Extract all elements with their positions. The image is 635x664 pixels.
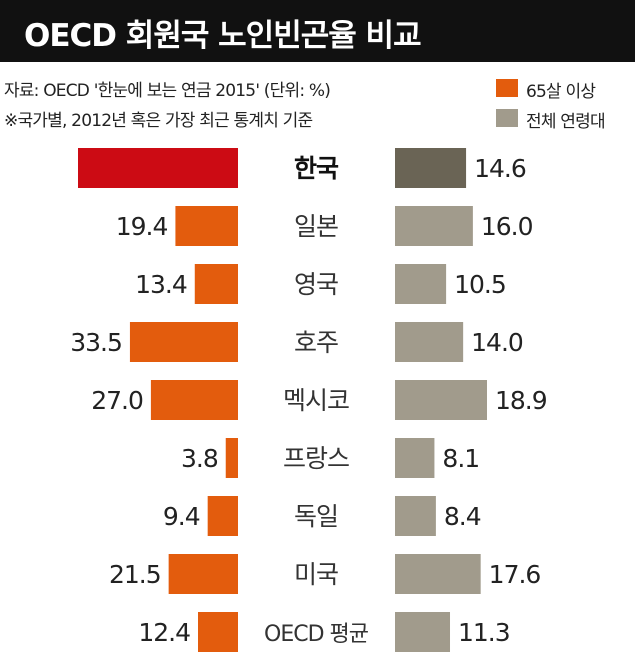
bar-elderly (175, 206, 238, 246)
bar-all-ages (395, 148, 467, 188)
value-label-elderly: 13.4 (135, 270, 187, 299)
value-label-elderly: 9.4 (163, 502, 200, 531)
legend-swatch-elderly (496, 79, 518, 97)
value-label-elderly: 27.0 (91, 386, 143, 415)
value-label-all-ages: 8.4 (444, 502, 481, 531)
category-label: 일본 (294, 212, 338, 241)
legend-swatch-all-ages (496, 109, 518, 127)
value-label-all-ages: 11.3 (458, 618, 510, 647)
bar-elderly (225, 438, 238, 478)
value-label-all-ages: 14.0 (471, 328, 523, 357)
bar-elderly (129, 322, 238, 362)
value-label-elderly: 19.4 (116, 212, 168, 241)
category-label: 영국 (294, 270, 338, 299)
value-label-elderly: 33.5 (70, 328, 122, 357)
bar-all-ages (395, 322, 464, 362)
legend-label-elderly: 65살 이상 (526, 82, 596, 102)
legend-label-all-ages: 전체 연령대 (526, 112, 606, 132)
value-label-elderly: 12.4 (138, 618, 190, 647)
category-label: 호주 (294, 328, 338, 357)
bar-all-ages (395, 206, 473, 246)
category-label: 멕시코 (283, 386, 349, 415)
poverty-rate-butterfly-chart: 49.6 한국 14.6 19.4 일본 16.0 13.4 영국 10.5 33.5 호주 14.0… (8, 148, 548, 652)
category-label: 독일 (294, 502, 338, 531)
footnote: ※국가별, 2012년 혹은 가장 최근 통계치 기준 (4, 111, 313, 131)
value-label-elderly: 49.6 (8, 154, 60, 183)
bar-elderly (150, 380, 238, 420)
value-label-all-ages: 16.0 (481, 212, 533, 241)
bar-all-ages (395, 438, 435, 478)
category-label: 한국 (294, 154, 339, 183)
bar-elderly (194, 264, 238, 304)
bar-elderly (168, 554, 238, 594)
category-label: 미국 (294, 560, 338, 589)
title-bar: OECD 회원국 노인빈곤율 비교 (0, 0, 635, 62)
bar-all-ages (395, 264, 447, 304)
value-label-all-ages: 8.1 (442, 444, 479, 473)
bar-all-ages (395, 496, 436, 536)
chart-title: OECD 회원국 노인빈곤율 비교 (24, 18, 422, 54)
category-label: 프랑스 (283, 444, 349, 473)
bar-all-ages (395, 612, 451, 652)
value-label-all-ages: 18.9 (495, 386, 547, 415)
value-label-all-ages: 17.6 (489, 560, 541, 589)
bar-elderly (198, 612, 238, 652)
bar-all-ages (395, 380, 487, 420)
bar-all-ages (395, 554, 481, 594)
value-label-elderly: 21.5 (109, 560, 161, 589)
category-label: OECD 평균 (264, 622, 369, 647)
bar-elderly (78, 148, 238, 188)
value-label-elderly: 3.8 (181, 444, 218, 473)
source-note: 자료: OECD '한눈에 보는 연금 2015' (단위: %) (4, 81, 331, 101)
bar-elderly (207, 496, 238, 536)
value-label-all-ages: 10.5 (454, 270, 506, 299)
value-label-all-ages: 14.6 (474, 154, 526, 183)
